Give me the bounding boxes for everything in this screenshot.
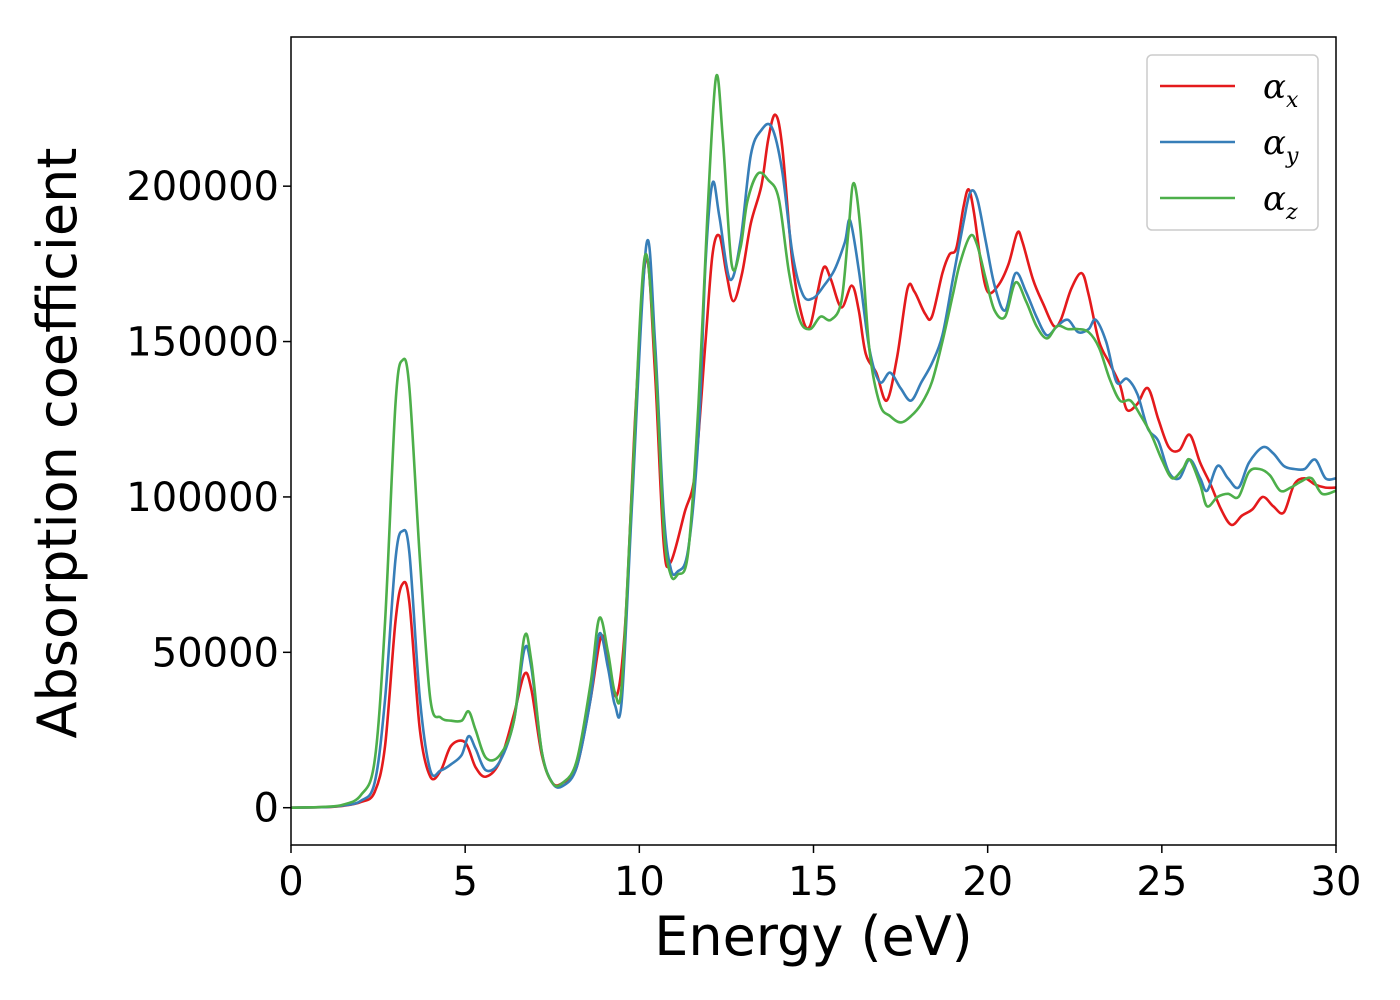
x-tick-label: 20	[962, 859, 1013, 905]
y-tick-label: 100000	[126, 475, 279, 521]
x-tick-label: 25	[1136, 859, 1187, 905]
y-tick-label: 50000	[152, 630, 279, 676]
series-line-z	[290, 73, 1337, 809]
legend-label-x: αx	[1263, 67, 1299, 113]
x-tick-label: 15	[788, 859, 839, 905]
y-axis: 0 50000 100000 150000 200000	[126, 164, 291, 832]
y-tick-label: 150000	[126, 320, 279, 366]
y-tick-label: 0	[254, 786, 279, 832]
series-line-x	[290, 113, 1337, 809]
x-tick-label: 10	[614, 859, 665, 905]
x-tick-label: 0	[278, 859, 303, 905]
x-axis-title: Energy (eV)	[654, 905, 973, 968]
x-tick-label: 30	[1311, 859, 1362, 905]
x-axis: 0 5 10 15 20 25 30	[278, 845, 1361, 905]
y-tick-label: 200000	[126, 164, 279, 210]
plot-lines	[290, 73, 1337, 809]
y-axis-title: Absorption coefficient	[26, 148, 89, 739]
x-tick-label: 5	[452, 859, 477, 905]
